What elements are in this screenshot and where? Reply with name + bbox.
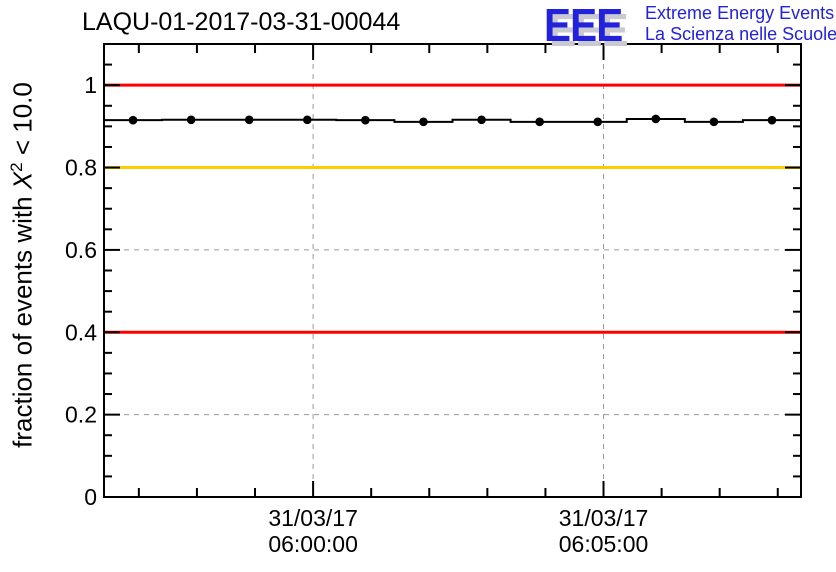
x-tick-label-date: 31/03/17 xyxy=(268,505,358,531)
y-tick-label: 0.6 xyxy=(65,237,97,263)
y-axis-title-prefix: fraction of events with xyxy=(7,189,38,448)
data-point xyxy=(593,117,603,127)
y-tick-label: 0.8 xyxy=(65,155,97,181)
data-point xyxy=(302,115,312,125)
eee-logo: EEE Extreme Energy Events La Scienza nel… xyxy=(544,0,836,48)
y-axis-title-variable: X xyxy=(7,171,38,190)
data-point xyxy=(419,117,428,127)
y-axis-title-superscript: 2 xyxy=(7,162,26,172)
plot-frame xyxy=(103,43,802,498)
data-point xyxy=(128,115,138,125)
data-series-line xyxy=(104,117,801,123)
data-point xyxy=(477,115,486,125)
data-point xyxy=(535,117,544,127)
x-tick-label-time: 06:00:00 xyxy=(268,531,358,557)
eee-logo-subtitle: Extreme Energy Events La Scienza nelle S… xyxy=(645,3,836,45)
x-tick-label-date: 31/03/17 xyxy=(559,505,649,531)
eee-logo-subtitle-line1: Extreme Energy Events xyxy=(645,3,835,23)
page-title: LAQU-01-2017-03-31-00044 xyxy=(82,8,401,36)
y-axis-title-suffix: < 10.0 xyxy=(7,82,38,163)
data-point xyxy=(767,115,777,125)
y-tick-label: 0.4 xyxy=(65,319,97,345)
data-point xyxy=(709,117,719,127)
y-axis-title: fraction of events with X2 < 10.0 xyxy=(7,65,38,465)
y-tick-label: 0.2 xyxy=(65,402,97,428)
eee-logo-acronym: EEE xyxy=(544,0,623,51)
eee-logo-subtitle-line2: La Scienza nelle Scuole xyxy=(645,24,836,44)
data-point xyxy=(244,115,254,125)
x-tick-label-time: 06:05:00 xyxy=(559,531,649,557)
data-point xyxy=(361,115,370,125)
y-tick-label: 1 xyxy=(84,72,97,98)
data-point xyxy=(186,115,196,125)
y-tick-label: 0 xyxy=(84,484,97,510)
data-point xyxy=(651,114,661,124)
